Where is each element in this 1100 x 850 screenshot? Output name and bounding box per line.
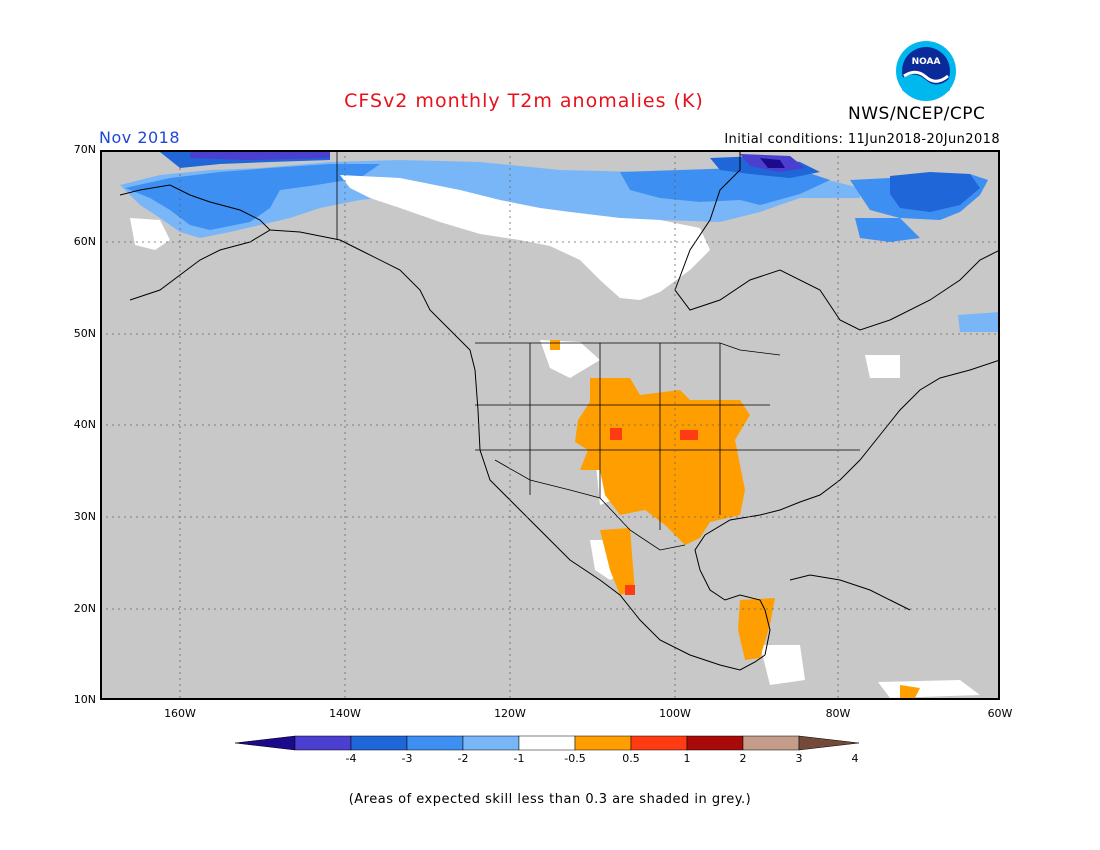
forecast-month: Nov 2018 [99, 128, 181, 147]
colorbar [235, 735, 860, 751]
svg-text:NOAA: NOAA [912, 57, 941, 67]
colorbar-arrow-left [235, 735, 296, 751]
colorbar-tick-label: -1 [513, 752, 525, 765]
lat-label: 30N [73, 510, 96, 523]
graticule [100, 150, 1000, 700]
colorbar-segment [406, 735, 464, 751]
colorbar-tick-label: 3 [795, 752, 803, 765]
colorbar-segment [294, 735, 352, 751]
colorbar-tick-label: -0.5 [564, 752, 586, 765]
colorbar-tick-label: 4 [851, 752, 859, 765]
agency-label: NWS/NCEP/CPC [848, 104, 986, 124]
map-frame [100, 150, 1000, 700]
political-borders [336, 150, 860, 551]
colorbar-segment [686, 735, 744, 751]
lat-label: 20N [73, 602, 96, 615]
anomaly-map [100, 150, 1000, 700]
colorbar-segment [462, 735, 520, 751]
chart-title: CFSv2 monthly T2m anomalies (K) [344, 90, 704, 112]
colorbar-tick-label: 1 [683, 752, 691, 765]
colorbar-segment [574, 735, 632, 751]
initial-conditions: Initial conditions: 11Jun2018-20Jun2018 [724, 132, 1000, 147]
coastlines [119, 150, 1000, 671]
lon-label: 60W [987, 707, 1013, 720]
lon-label: 160W [164, 707, 196, 720]
lon-label: 100W [659, 707, 691, 720]
lat-label: 60N [73, 235, 96, 248]
colorbar-tick-label: -2 [457, 752, 469, 765]
colorbar-tick-label: -3 [401, 752, 413, 765]
colorbar-tick-label: 0.5 [622, 752, 640, 765]
colorbar-segment [630, 735, 688, 751]
warm-anomaly-regions [550, 340, 920, 698]
cold-anomaly-regions [120, 150, 1000, 332]
colorbar-segment [350, 735, 408, 751]
colorbar-segment [518, 735, 576, 751]
colorbar-segment [742, 735, 800, 751]
lon-label: 80W [825, 707, 851, 720]
lat-label: 70N [73, 143, 96, 156]
lon-label: 120W [494, 707, 526, 720]
colorbar-tick-label: 2 [739, 752, 747, 765]
skill-footnote: (Areas of expected skill less than 0.3 a… [348, 792, 752, 807]
lat-label: 40N [73, 418, 96, 431]
noaa-logo: NOAA [895, 40, 957, 106]
colorbar-tick-label: -4 [345, 752, 357, 765]
colorbar-arrow-right [798, 735, 860, 751]
lat-label: 10N [73, 693, 96, 706]
lon-label: 140W [329, 707, 361, 720]
lat-label: 50N [73, 327, 96, 340]
